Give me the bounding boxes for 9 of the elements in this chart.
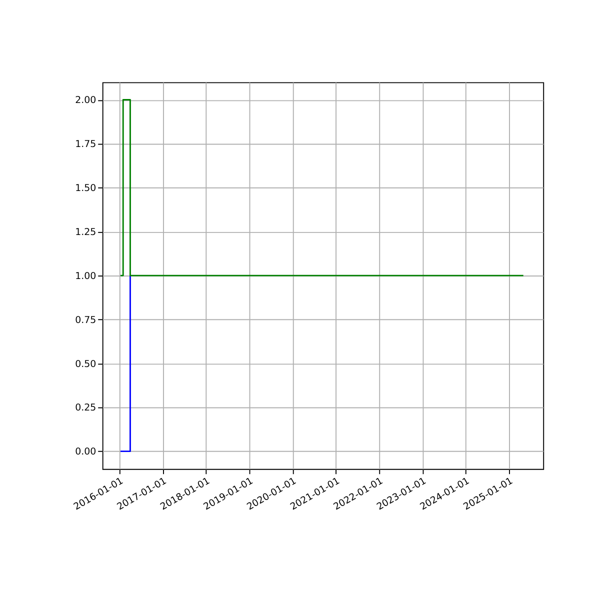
y-tick-label: 0.50 [75, 358, 96, 370]
y-tick-label: 0.00 [75, 446, 96, 458]
y-tick-label: 1.75 [75, 139, 96, 150]
y-tick-label: 0.25 [75, 402, 96, 414]
y-tick-label: 2.00 [75, 95, 96, 106]
y-tick-label: 1.50 [75, 182, 96, 194]
y-tick-label: 1.25 [75, 226, 96, 238]
y-tick-label: 1.00 [75, 270, 96, 282]
y-tick-label: 0.75 [75, 314, 96, 326]
